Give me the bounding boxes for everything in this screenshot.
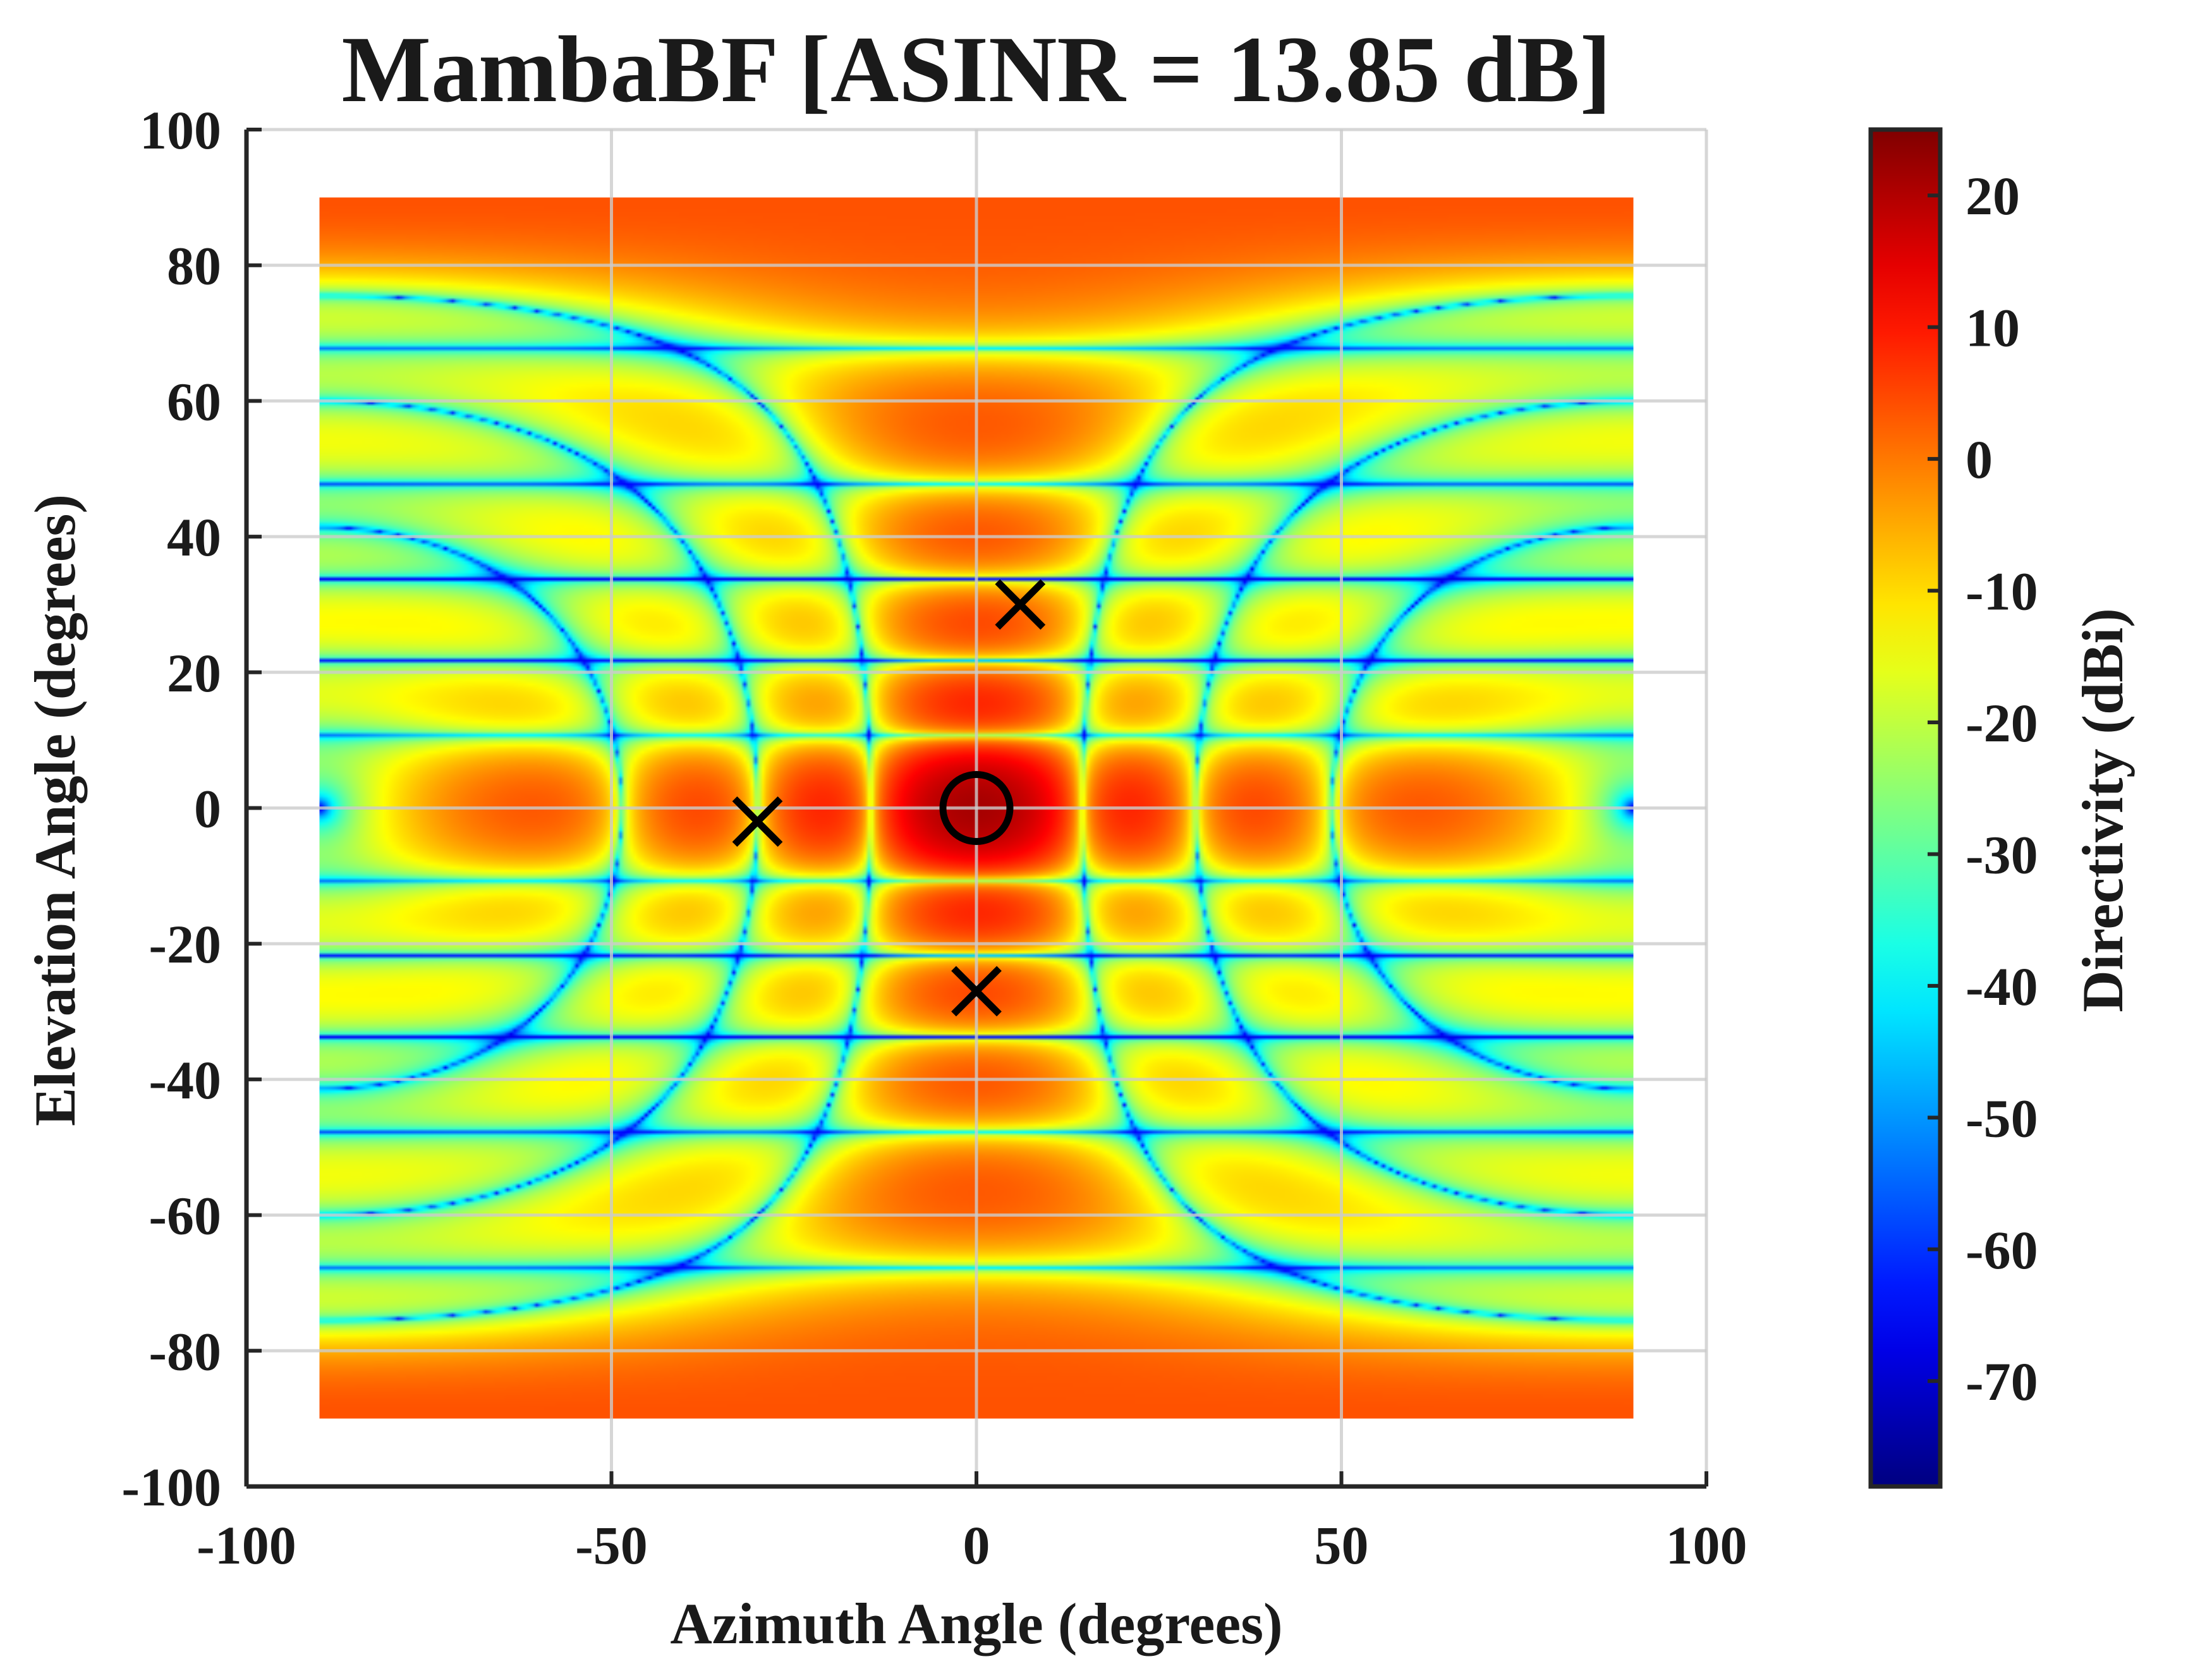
colorbar-tick-label: -10 (1966, 561, 2038, 622)
y-tick-label: -20 (149, 914, 221, 975)
interferer-1-marker (995, 579, 1046, 630)
x-tick-label: 50 (1315, 1515, 1369, 1576)
chart-title: MambaBF [ASINR = 13.85 dB] (341, 17, 1611, 122)
colorbar-gradient (1868, 127, 1943, 1489)
colorbar-tick-label: -40 (1966, 956, 2038, 1017)
y-tick-label: -80 (149, 1321, 221, 1382)
axes: -100 -50 0 50 100 100 80 60 40 20 0 -20 -40 -60 -80 -10… (121, 100, 1747, 1576)
interferer-3-marker (951, 966, 1002, 1017)
x-tick-label: 100 (1666, 1515, 1747, 1576)
colorbar-label: Directivity (dBi) (2070, 608, 2135, 1012)
y-tick-label: -100 (121, 1457, 221, 1517)
x-tick-label: -100 (197, 1515, 296, 1576)
y-tick-label: 80 (167, 236, 221, 296)
y-tick-label: 40 (167, 507, 221, 568)
x-tick-label: -50 (575, 1515, 648, 1576)
y-tick-label: -60 (149, 1186, 221, 1246)
y-tick-label: 0 (194, 779, 221, 839)
colorbar-tick-label: 10 (1966, 298, 2020, 358)
grid (245, 128, 1708, 1488)
colorbar-tick-label: -20 (1966, 693, 2038, 753)
y-tick-label: 100 (140, 100, 221, 161)
colorbar-tick-label: -60 (1966, 1220, 2038, 1280)
colorbar-tick-label: 20 (1966, 166, 2020, 226)
y-tick-label: 20 (167, 643, 221, 703)
x-axis-label: Azimuth Angle (degrees) (670, 1591, 1282, 1656)
x-tick-label: 0 (963, 1515, 990, 1576)
colorbar-tick-label: 0 (1966, 429, 1993, 490)
colorbar-tick-label: -30 (1966, 824, 2038, 885)
colorbar-tick-label: -70 (1966, 1351, 2038, 1412)
colorbar-tick-label: -50 (1966, 1088, 2038, 1148)
y-tick-label: -40 (149, 1050, 221, 1110)
y-tick-label: 60 (167, 371, 221, 432)
colorbar: 20 10 0 -10 -20 -30 -40 -50 -60 -70 (1868, 127, 2038, 1489)
desired-user-marker (939, 771, 1014, 845)
interferer-2-marker (732, 796, 783, 847)
markers (732, 579, 1046, 1017)
y-axis-label: Elevation Angle (degrees) (23, 494, 87, 1126)
